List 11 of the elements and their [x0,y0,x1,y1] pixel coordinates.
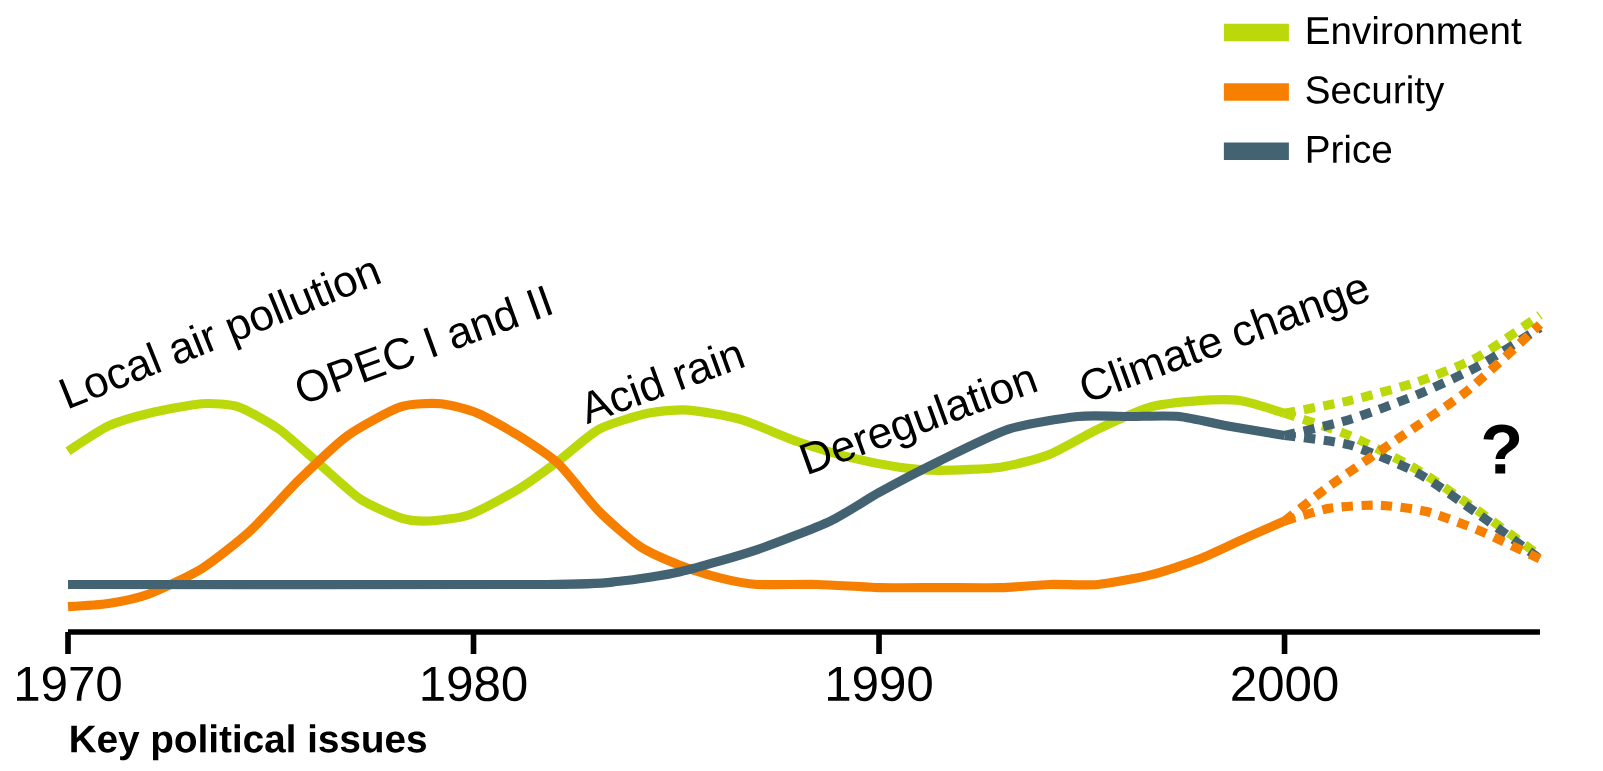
text: Key political issues [71,724,426,761]
annotation: Climate change [1081,280,1369,400]
x-tick-label: 1990 [828,666,932,702]
x-tick-label: 2000 [1232,666,1338,702]
x-tick-label: 1980 [422,666,527,702]
annotation: Acid rain [587,345,745,425]
legend-label: Security [1306,75,1445,112]
x-tick-label: 1970 [17,666,121,702]
legend-label: Price [1307,134,1392,164]
annotation: ? [1483,424,1520,474]
legend-label: Environment [1307,15,1522,45]
